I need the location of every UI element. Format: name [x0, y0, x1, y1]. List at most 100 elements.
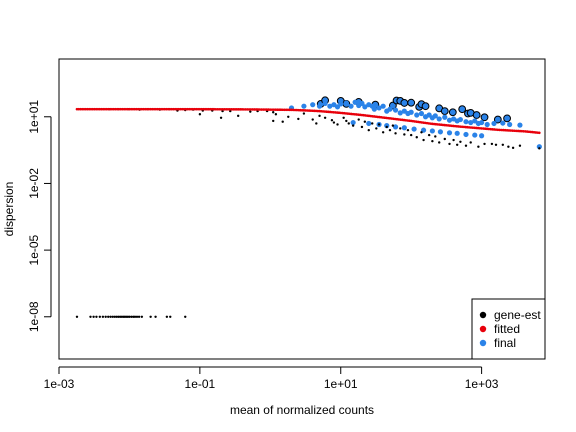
- gene-est-point: [109, 315, 112, 318]
- fitted-point: [502, 128, 505, 132]
- legend: gene-est fitted final: [471, 298, 546, 360]
- gene-est-point: [469, 141, 472, 144]
- gene-est-point: [336, 123, 339, 126]
- gene-est-point: [221, 109, 224, 113]
- gene-est-point: [249, 110, 252, 113]
- x-tick-label: 1e+01: [324, 377, 358, 391]
- x-tick-label: 1e+03: [465, 377, 499, 391]
- final-outlier-point: [421, 102, 430, 111]
- gene-est-point: [459, 140, 462, 143]
- final-point: [479, 133, 485, 139]
- final-point: [436, 116, 442, 122]
- gene-est-point: [113, 315, 117, 318]
- final-point: [350, 119, 356, 126]
- final-outlier-point: [407, 98, 416, 107]
- gene-est-point: [137, 315, 141, 318]
- gene-est-point: [135, 315, 139, 318]
- final-point: [432, 113, 438, 119]
- gene-est-point: [501, 143, 505, 146]
- final-point: [316, 103, 323, 109]
- gene-est-point: [511, 146, 515, 150]
- final-outlier-point: [458, 105, 467, 114]
- final-point: [472, 132, 478, 138]
- gene-est-point: [272, 119, 275, 123]
- gene-est-point: [332, 121, 336, 124]
- final-point: [392, 107, 399, 113]
- gene-est-point: [371, 122, 374, 125]
- fitted-point: [498, 128, 501, 132]
- gene-est-point: [381, 131, 385, 134]
- fitted-point: [511, 129, 514, 132]
- final-outlier-point: [472, 111, 481, 119]
- fitted-point: [503, 128, 507, 132]
- gene-est-point: [518, 144, 522, 147]
- final-point: [392, 124, 399, 130]
- gene-est-point: [538, 147, 541, 150]
- fitted-point: [513, 129, 516, 133]
- final-point: [457, 116, 464, 123]
- gene-est-point: [133, 315, 137, 318]
- final-point: [338, 101, 344, 107]
- final-point: [418, 110, 425, 117]
- gene-est-point: [89, 315, 92, 318]
- fitted-point: [516, 129, 520, 133]
- gene-est-point: [140, 315, 144, 318]
- final-point: [380, 103, 386, 109]
- final-point: [479, 119, 485, 126]
- gene-est-point: [236, 114, 240, 118]
- legend-label-fitted: fitted: [494, 322, 520, 336]
- gene-est-point: [274, 113, 278, 116]
- gene-est-point: [399, 127, 402, 130]
- gene-est-point: [464, 144, 468, 147]
- fitted-point: [505, 129, 509, 132]
- final-point: [429, 128, 435, 134]
- gene-est-point: [104, 315, 107, 318]
- gene-est-point: [455, 143, 459, 146]
- gene-est-point: [125, 315, 128, 318]
- gene-est-point: [388, 128, 392, 132]
- gene-est-point: [198, 113, 202, 116]
- gene-est-point: [128, 315, 131, 318]
- gene-est-point: [406, 128, 410, 132]
- final-point: [327, 103, 333, 109]
- gene-est-point: [490, 142, 494, 146]
- final-point: [408, 109, 414, 115]
- gene-est-point: [443, 137, 446, 141]
- final-point: [343, 100, 349, 106]
- fitted-point: [515, 129, 518, 133]
- gene-est-point: [360, 125, 364, 129]
- final-point: [468, 119, 474, 126]
- gene-est-point: [385, 125, 388, 129]
- gene-est-point: [287, 115, 290, 118]
- final-point: [491, 120, 497, 127]
- gene-est-point: [330, 119, 334, 122]
- gene-est-point: [149, 315, 152, 318]
- final-point: [454, 130, 460, 136]
- final-point: [362, 104, 368, 110]
- final-point: [401, 125, 407, 131]
- final-point: [484, 121, 490, 128]
- gene-est-point: [107, 315, 110, 318]
- final-point: [301, 103, 307, 109]
- final-point: [371, 106, 377, 112]
- y-tick-label: 1e-08: [27, 301, 41, 332]
- fitted-point: [520, 129, 524, 133]
- final-outlier-point: [400, 99, 409, 107]
- final-outlier-point: [503, 114, 511, 123]
- gene-est-point: [323, 116, 327, 119]
- gene-est-point: [154, 315, 157, 318]
- fitted-layer: [75, 107, 541, 135]
- gene-est-point: [347, 122, 350, 125]
- final-point: [463, 119, 469, 125]
- gene-est-point: [219, 116, 223, 119]
- gene-est-point: [415, 136, 418, 139]
- gene-est-point: [130, 315, 133, 318]
- fitted-point: [518, 129, 522, 133]
- gene-est-point: [184, 315, 187, 318]
- final-point: [414, 112, 420, 118]
- legend-label-gene-est: gene-est: [494, 308, 541, 322]
- legend-label-final: final: [494, 336, 516, 350]
- gene-est-point: [434, 135, 437, 138]
